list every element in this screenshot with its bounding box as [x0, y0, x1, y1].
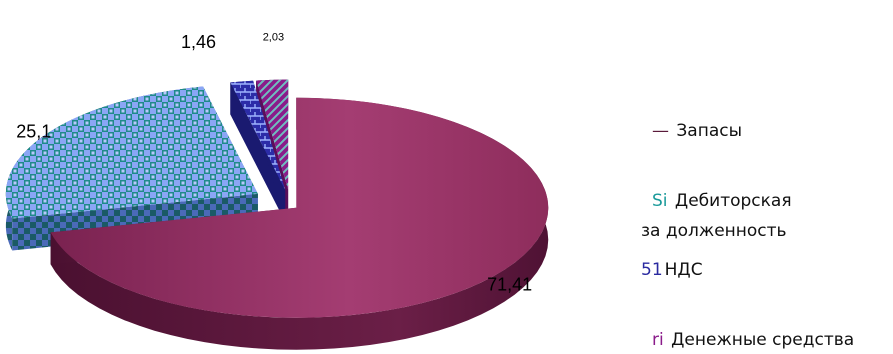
- slice-cash-top: [256, 79, 289, 190]
- slice-vat: [230, 80, 286, 222]
- slice-vat-wall-0: [230, 82, 286, 222]
- slice-vat-top: [230, 80, 286, 190]
- value-label-stocks: 71,41: [487, 275, 532, 295]
- slice-receivables: [5, 86, 258, 251]
- slice-stocks-top: [50, 97, 549, 318]
- value-label-receivables: 25,1: [16, 121, 51, 141]
- value-label-vat: 1,46: [181, 32, 216, 52]
- slice-stocks: [50, 97, 549, 350]
- slice-receivables-top: [5, 86, 258, 219]
- value-label-cash: 2,03: [263, 31, 284, 43]
